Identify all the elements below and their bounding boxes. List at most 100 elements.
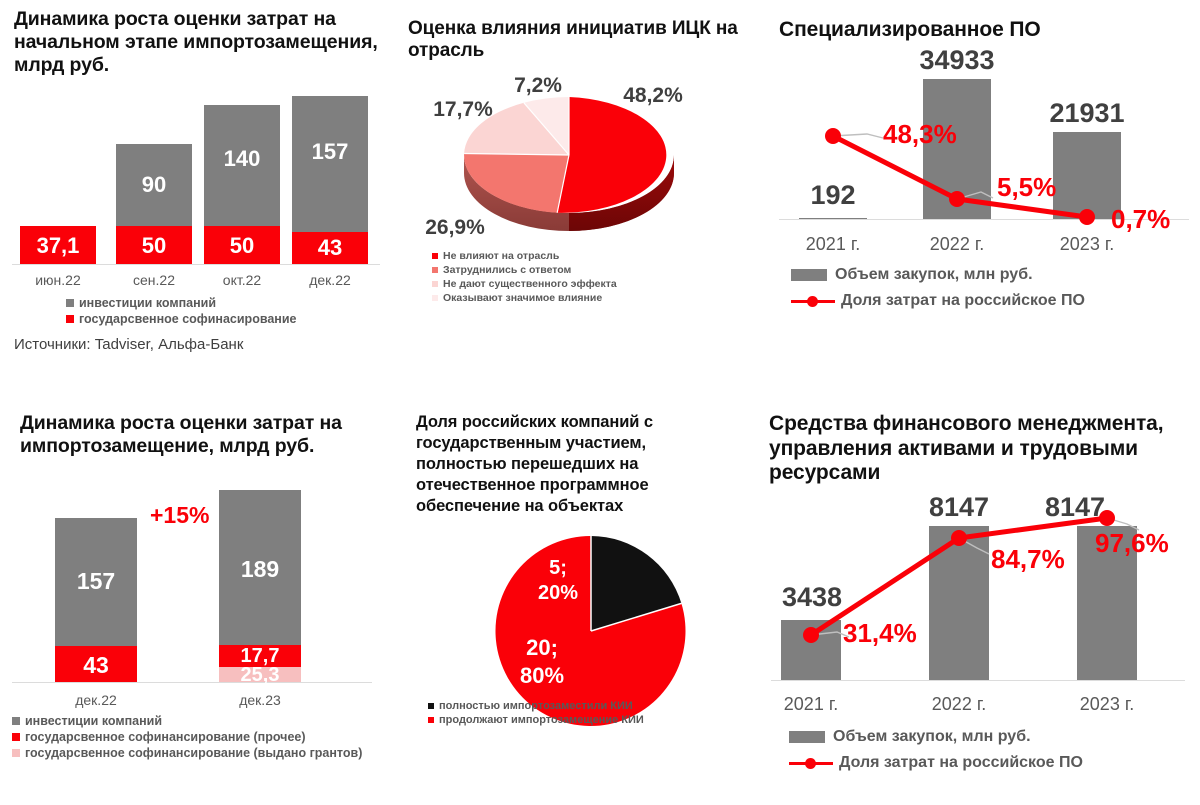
chart3-legend: Объем закупок, млн руб. Доля затрат на р… xyxy=(791,266,1200,312)
legend-bar-swatch-icon xyxy=(789,731,825,743)
legend-swatch-red-icon xyxy=(428,717,434,723)
chart4-bar-label-grey-1: 189 xyxy=(240,556,280,582)
chart1-legend-item-1: государсвенное софинасирование xyxy=(66,312,297,326)
chart1-bar-label-grey-2: 140 xyxy=(223,146,261,171)
chart2-legend-label-1: Затруднились с ответом xyxy=(443,264,572,276)
chart1-title: Динамика роста оценки затрат на начально… xyxy=(14,8,378,76)
chart6-value-0: 3438 xyxy=(781,582,843,612)
chart6-pct-0: 31,4% xyxy=(843,618,917,648)
panel-chart6: Средства финансового менеджмента, управл… xyxy=(765,404,1200,804)
chart4-growth-annotation: +15% xyxy=(150,502,210,528)
legend-swatch-palepink-icon xyxy=(432,295,438,301)
chart2-legend-item-3: Оказывают значимое влияние xyxy=(432,292,617,304)
chart2-legend-item-2: Не дают существенного эффекта xyxy=(432,278,617,290)
chart1-legend: инвестиции компаний государсвенное софин… xyxy=(66,296,297,328)
chart4-legend-item-0: инвестиции компаний xyxy=(12,714,362,728)
chart3-bar-2 xyxy=(1053,132,1121,219)
chart3-legend-label-1: Доля затрат на российское ПО xyxy=(841,292,1085,309)
chart3-legend-item-0: Объем закупок, млн руб. xyxy=(791,266,1200,284)
chart4-legend-label-2: государсвенное софинансирование (выдано … xyxy=(25,746,363,760)
chart1-cat-2: окт.22 xyxy=(222,272,262,288)
panel-chart3: Специализированное ПО 192 34933 21931 xyxy=(775,4,1200,334)
chart5-legend-label-1: продолжают импортозамещение КИИ xyxy=(439,714,644,726)
chart4-legend-item-1: государсвенное софинансирование (прочее) xyxy=(12,730,362,744)
chart1-cat-1: сен.22 xyxy=(133,272,175,288)
legend-swatch-salmon-icon xyxy=(432,267,438,273)
legend-swatch-grey-icon xyxy=(12,717,20,725)
chart3-cat-0: 2021 г. xyxy=(805,234,861,254)
chart6-bar-2 xyxy=(1077,526,1137,680)
chart4-bar-label-red-1: 17,7 xyxy=(240,645,280,667)
chart1-bar-label-grey-3: 157 xyxy=(311,139,349,164)
chart2-value-2: 17,7% xyxy=(433,98,493,121)
chart6-legend-item-1: Доля затрат на российское ПО xyxy=(789,754,1199,772)
chart5-legend: полностью импортозаместили КИИ продолжаю… xyxy=(428,700,644,728)
chart2-value-1: 26,9% xyxy=(425,216,485,239)
chart3-pct-1: 5,5% xyxy=(997,172,1057,202)
chart4-bar-grey-0 xyxy=(55,518,137,646)
chart1-legend-label-0: инвестиции компаний xyxy=(79,296,217,310)
chart6-legend-label-0: Объем закупок, млн руб. xyxy=(833,728,1031,745)
chart4-cat-1: дек.23 xyxy=(239,692,281,708)
chart6-cat-2: 2023 г. xyxy=(1079,694,1135,714)
chart6-value-2: 8147 xyxy=(1044,492,1106,522)
legend-bar-swatch-icon xyxy=(791,269,827,281)
chart2-title: Оценка влияния инициатив ИЦК на отрасль xyxy=(408,18,738,62)
chart6-legend-item-0: Объем закупок, млн руб. xyxy=(789,728,1199,746)
chart6-baseline xyxy=(771,680,1185,681)
chart3-cat-2: 2023 г. xyxy=(1059,234,1115,254)
chart1-bar-label-grey-1: 90 xyxy=(141,172,167,197)
chart5-value-0: 5; 20% xyxy=(528,556,588,606)
chart6-title: Средства финансового менеджмента, управл… xyxy=(769,412,1164,485)
chart2-legend-item-1: Затруднились с ответом xyxy=(432,264,617,276)
chart1-bar-label-red-1: 50 xyxy=(141,233,167,258)
chart4-cat-0: дек.22 xyxy=(75,692,117,708)
chart3-value-0: 192 xyxy=(810,180,856,210)
chart1-baseline xyxy=(12,264,380,265)
chart3-value-2: 21931 xyxy=(1049,98,1125,128)
chart4-baseline xyxy=(12,682,372,683)
chart5-value-1: 20; 80% xyxy=(512,634,572,689)
panel-chart4: Динамика роста оценки затрат на импортоз… xyxy=(8,404,398,804)
chart1-bar-red-2 xyxy=(204,226,280,264)
chart5-pie xyxy=(495,535,686,726)
chart4-title: Динамика роста оценки затрат на импортоз… xyxy=(20,412,342,457)
chart2-value-0: 48,2% xyxy=(623,84,683,107)
chart3-pct-2: 0,7% xyxy=(1111,204,1171,234)
panel-chart1: Динамика роста оценки затрат на начально… xyxy=(8,4,398,364)
chart4-legend: инвестиции компаний государсвенное софин… xyxy=(12,714,362,762)
chart1-bar-red-0 xyxy=(20,226,96,264)
chart1-bar-label-red-3: 43 xyxy=(317,235,343,260)
chart3-title: Специализированное ПО xyxy=(779,18,1041,41)
chart1-plot: 37,1 90 50 140 50 157 43 xyxy=(8,88,398,268)
chart1-legend-item-0: инвестиции компаний xyxy=(66,296,297,310)
legend-swatch-red-icon xyxy=(12,733,20,741)
chart3-leader-lines xyxy=(832,133,994,200)
legend-swatch-red-icon xyxy=(432,253,438,259)
chart4-bar-label-pink-1: 25,3 xyxy=(240,664,280,686)
chart3-bar-0 xyxy=(799,218,867,219)
chart2-value-3: 7,2% xyxy=(514,74,562,97)
chart6-legend: Объем закупок, млн руб. Доля затрат на р… xyxy=(789,728,1199,774)
chart6-line-series xyxy=(803,510,1115,643)
chart4-bar-red-1 xyxy=(219,645,301,667)
chart1-legend-label-1: государсвенное софинасирование xyxy=(79,312,297,326)
chart2-legend-item-0: Не влияют на отрасль xyxy=(432,250,617,262)
chart3-line-series xyxy=(825,128,1095,225)
chart3-legend-item-1: Доля затрат на российское ПО xyxy=(791,292,1200,310)
chart1-cat-3: дек.22 xyxy=(309,272,351,288)
chart4-legend-label-1: государсвенное софинансирование (прочее) xyxy=(25,730,306,744)
chart5-legend-label-0: полностью импортозаместили КИИ xyxy=(439,700,633,712)
chart6-cat-1: 2022 г. xyxy=(931,694,987,714)
legend-swatch-lightpink-icon xyxy=(432,281,438,287)
chart1-bar-grey-1 xyxy=(116,144,192,226)
chart6-cat-0: 2021 г. xyxy=(783,694,839,714)
chart5-legend-item-1: продолжают импортозамещение КИИ xyxy=(428,714,644,726)
chart1-bar-label-red-2: 50 xyxy=(229,233,255,258)
chart4-legend-item-2: государсвенное софинансирование (выдано … xyxy=(12,746,362,760)
chart5-value-1-text: 20; 80% xyxy=(519,635,565,688)
chart2-legend: Не влияют на отрасль Затруднились с отве… xyxy=(432,250,617,306)
legend-swatch-grey-icon xyxy=(66,299,74,307)
chart4-bar-label-grey-0: 157 xyxy=(76,568,116,594)
